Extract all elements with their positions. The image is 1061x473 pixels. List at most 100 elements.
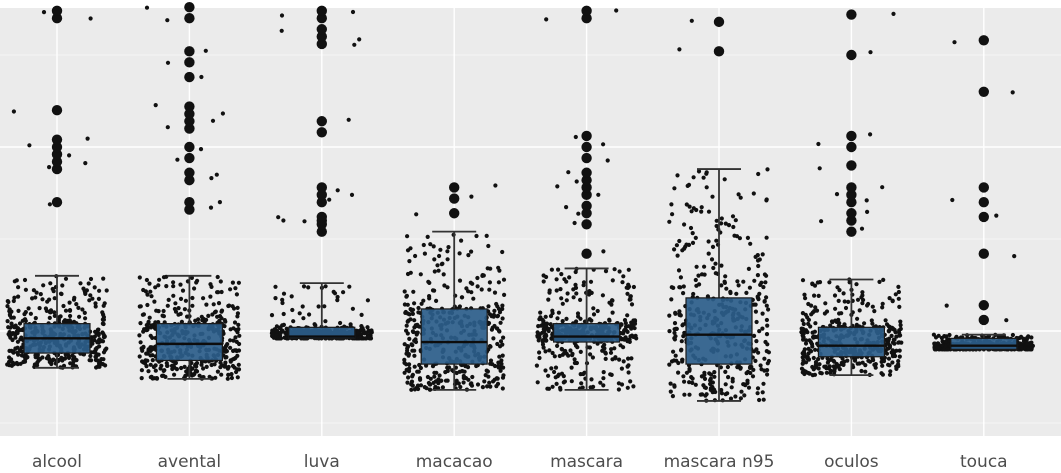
jitter-point [491,336,496,341]
jitter-point [890,299,895,304]
outlier-point [51,149,63,160]
jitter-point [677,238,682,244]
jitter-point [496,360,501,365]
jitter-point [501,335,506,340]
jitter-point [681,284,686,289]
jitter-point [200,318,205,323]
jitter-point [216,290,221,295]
jitter-point [404,294,409,299]
jitter-point [67,318,72,323]
jitter-point [410,374,415,379]
jitter-point [432,257,437,262]
outlier-point [581,208,592,219]
jitter-point [817,362,822,367]
jitter-point [153,285,158,290]
jitter-point [231,326,236,331]
jitter-point [673,334,678,339]
jitter-point [629,302,635,307]
outlier-jitter-point [199,74,204,80]
jitter-point [405,346,410,351]
outlier-jitter-point [85,136,90,141]
jitter-point [628,334,633,339]
jitter-point [681,291,686,296]
jitter-point [822,364,827,369]
jitter-point [546,297,551,302]
jitter-point [83,316,88,321]
outlier-jitter-point [88,16,93,21]
jitter-point [888,369,893,374]
jitter-point [860,293,865,298]
jitter-point [728,396,734,401]
jitter-point [363,336,368,341]
jitter-point [201,366,206,371]
jitter-point [672,247,677,252]
jitter-point [897,304,902,309]
jitter-point [272,327,277,332]
jitter-point [581,280,587,285]
jitter-point [437,373,442,378]
jitter-point [228,287,233,292]
jitter-point [156,283,161,288]
jitter-point [365,298,370,303]
jitter-point [806,351,811,356]
jitter-point [560,319,565,324]
jitter-point [501,373,506,378]
jitter-point [553,375,558,380]
outlier-jitter-point [572,220,577,226]
jitter-point [236,362,241,367]
jitter-point [12,325,17,330]
jitter-point [704,171,709,176]
jitter-point [631,284,637,290]
jitter-point [153,363,158,368]
jitter-point [841,291,846,296]
outlier-point [184,71,195,83]
jitter-point [93,329,98,334]
jitter-point [591,306,596,311]
jitter-point [495,376,500,381]
jitter-point [571,295,576,300]
jitter-point [500,342,505,347]
jitter-point [231,338,236,343]
jitter-point [886,356,892,361]
jitter-point [141,344,146,349]
jitter-point [897,340,902,345]
jitter-point [17,321,23,326]
jitter-point [896,364,901,369]
jitter-point [556,267,561,272]
jitter-point [855,316,860,321]
boxes [23,168,1018,402]
jitter-point [722,177,727,182]
jitter-point [764,332,770,337]
jitter-point [761,381,766,386]
jitter-point [421,242,426,248]
jitter-point [837,367,842,372]
jitter-point [230,363,236,369]
jitter-point [428,387,433,392]
jitter-point [931,332,937,337]
jitter-point [146,319,151,324]
jitter-point [101,276,106,281]
outlier-point [449,193,460,204]
jitter-point [96,352,101,357]
jitter-point [500,303,505,308]
jitter-point [553,365,559,370]
jitter-point [236,367,242,372]
jitter-point [588,279,594,284]
jitter-point [762,272,768,277]
jitter-point [742,393,747,398]
outlier-point [316,116,327,127]
jitter-point [31,288,36,293]
jitter-point [544,333,549,338]
jitter-point [197,373,202,378]
jitter-point [734,291,739,296]
jitter-point [78,281,83,286]
jitter-point [607,300,612,305]
outlier-jitter-point [601,142,606,147]
jitter-point [92,334,97,339]
outlier-jitter-point [689,18,694,23]
jitter-point [542,329,547,334]
jitter-point [428,242,433,247]
jitter-point [739,389,744,394]
jitter-point [943,339,949,344]
jitter-point [215,369,220,374]
